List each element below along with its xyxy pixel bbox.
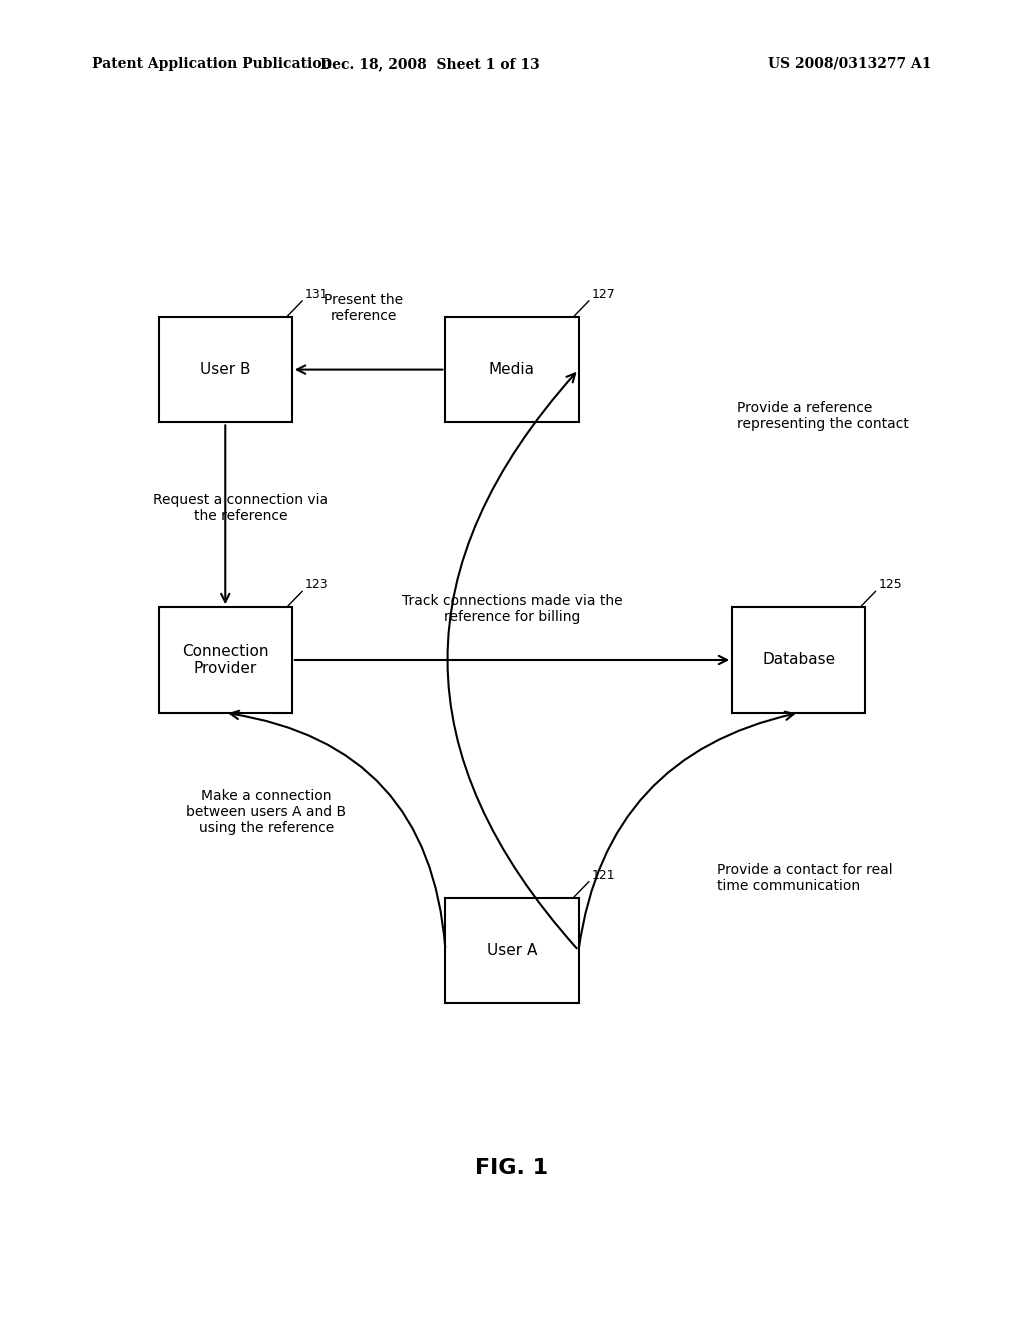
FancyArrowPatch shape bbox=[579, 711, 794, 948]
Text: Present the
reference: Present the reference bbox=[324, 293, 403, 323]
FancyBboxPatch shape bbox=[732, 607, 865, 713]
Text: Provide a contact for real
time communication: Provide a contact for real time communic… bbox=[717, 863, 893, 892]
Text: Request a connection via
the reference: Request a connection via the reference bbox=[153, 494, 329, 523]
FancyArrowPatch shape bbox=[230, 710, 445, 948]
Text: Database: Database bbox=[762, 652, 836, 668]
Text: Connection
Provider: Connection Provider bbox=[182, 644, 268, 676]
Text: 121: 121 bbox=[592, 869, 615, 882]
Text: Dec. 18, 2008  Sheet 1 of 13: Dec. 18, 2008 Sheet 1 of 13 bbox=[321, 57, 540, 71]
Text: Media: Media bbox=[489, 362, 535, 378]
Text: Provide a reference
representing the contact: Provide a reference representing the con… bbox=[737, 401, 909, 430]
Text: User B: User B bbox=[200, 362, 251, 378]
FancyBboxPatch shape bbox=[159, 317, 292, 422]
FancyBboxPatch shape bbox=[159, 607, 292, 713]
Text: 123: 123 bbox=[305, 578, 329, 591]
Text: Make a connection
between users A and B
using the reference: Make a connection between users A and B … bbox=[186, 788, 346, 836]
FancyBboxPatch shape bbox=[445, 898, 579, 1003]
Text: FIG. 1: FIG. 1 bbox=[475, 1158, 549, 1179]
Text: Patent Application Publication: Patent Application Publication bbox=[92, 57, 332, 71]
Text: User A: User A bbox=[486, 942, 538, 958]
Text: Track connections made via the
reference for billing: Track connections made via the reference… bbox=[401, 594, 623, 624]
Text: 131: 131 bbox=[305, 288, 329, 301]
Text: 125: 125 bbox=[879, 578, 902, 591]
Text: 127: 127 bbox=[592, 288, 615, 301]
FancyBboxPatch shape bbox=[445, 317, 579, 422]
FancyArrowPatch shape bbox=[447, 374, 577, 948]
Text: US 2008/0313277 A1: US 2008/0313277 A1 bbox=[768, 57, 932, 71]
